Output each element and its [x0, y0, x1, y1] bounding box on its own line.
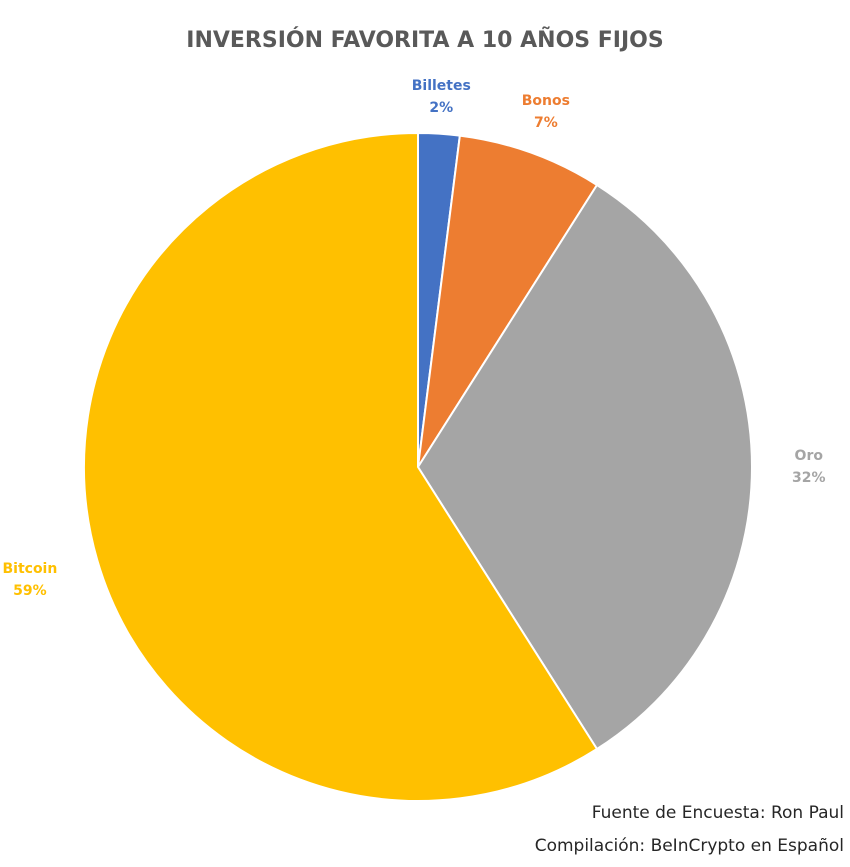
slice-category-label: Bonos [521, 92, 570, 109]
chart-title: INVERSIÓN FAVORITA A 10 AÑOS FIJOS [186, 28, 664, 53]
slice-percent-label: 7% [533, 114, 558, 131]
pie-slice-bonos [417, 134, 599, 468]
slice-category-label: Bitcoin [2, 560, 58, 577]
pie-slice-oro [416, 183, 753, 751]
slice-label-bitcoin: Bitcoin 59% [2, 558, 57, 602]
compilation-credit: Compilación: BeInCrypto en Español [534, 836, 844, 856]
slice-label-bonos: Bonos 7% [522, 90, 570, 134]
survey-source: Fuente de Encuesta: Ron Paul [591, 803, 844, 823]
slice-percent-label: 2% [429, 99, 454, 116]
slice-percent-label: 32% [792, 470, 826, 486]
slice-percent-label: 59% [13, 582, 47, 599]
slice-category-label: Billetes [411, 77, 471, 94]
slice-category-label: Oro [794, 448, 823, 464]
slice-label-oro: Oro 32% [792, 445, 826, 489]
slice-label-billetes: Billetes 2% [412, 75, 471, 119]
pie-slice-bitcoin [83, 131, 599, 802]
